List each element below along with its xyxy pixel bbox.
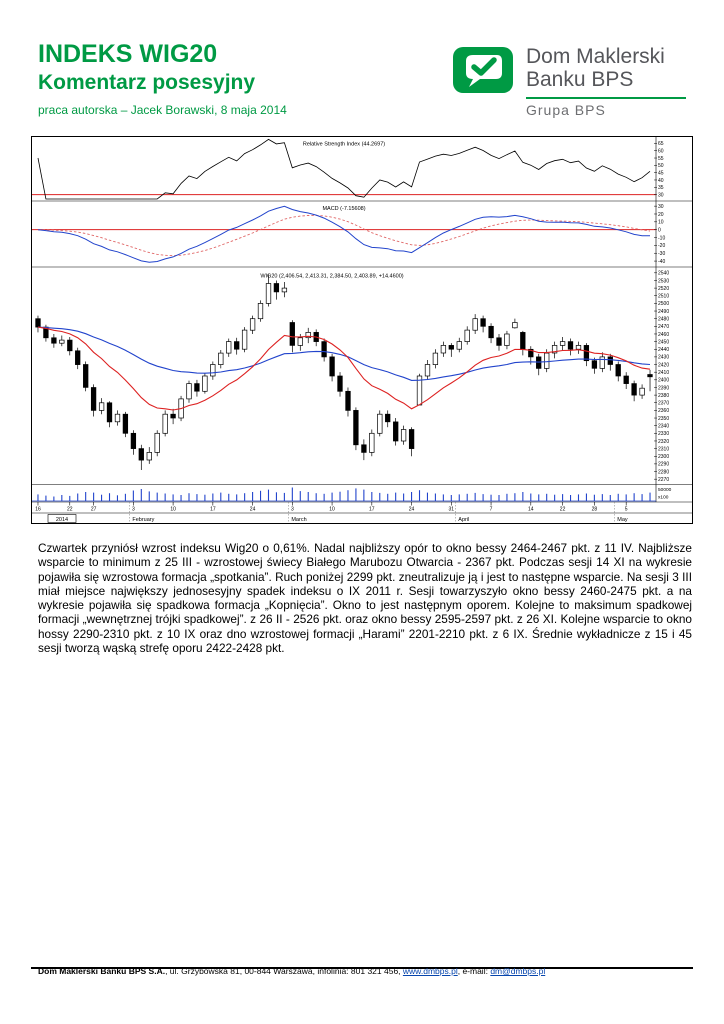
svg-text:2320: 2320 xyxy=(658,439,669,445)
svg-text:2340: 2340 xyxy=(658,423,669,429)
svg-text:2410: 2410 xyxy=(658,370,669,376)
brand-name-line1: Dom Maklerski xyxy=(526,45,665,68)
svg-text:MACD (-7.15608): MACD (-7.15608) xyxy=(322,206,365,212)
svg-text:2310: 2310 xyxy=(658,446,669,452)
svg-text:10: 10 xyxy=(329,507,335,513)
svg-text:2300: 2300 xyxy=(658,454,669,460)
footer-link-website[interactable]: www.dmbps.pl xyxy=(402,966,458,976)
svg-text:14: 14 xyxy=(528,507,534,513)
svg-text:2330: 2330 xyxy=(658,431,669,437)
footer-email-label: , e-mail: xyxy=(457,966,491,976)
svg-text:10: 10 xyxy=(658,220,664,226)
footer-rule xyxy=(31,967,693,969)
svg-text:2380: 2380 xyxy=(658,393,669,399)
brand-separator xyxy=(526,97,686,100)
svg-text:20: 20 xyxy=(658,212,664,218)
bps-logo-icon xyxy=(453,47,513,93)
svg-text:2540: 2540 xyxy=(658,271,669,277)
svg-text:17: 17 xyxy=(210,507,216,513)
svg-text:50: 50 xyxy=(658,163,664,169)
svg-text:2530: 2530 xyxy=(658,278,669,284)
brand-text: Dom Maklerski Banku BPS Grupa BPS xyxy=(526,45,686,119)
svg-text:2420: 2420 xyxy=(658,362,669,368)
svg-text:2400: 2400 xyxy=(658,378,669,384)
svg-text:24: 24 xyxy=(409,507,415,513)
page-title: INDEKS WIG20 xyxy=(38,40,218,68)
commentary-paragraph: Czwartek przyniósł wzrost indeksu Wig20 … xyxy=(38,541,692,656)
svg-text:27: 27 xyxy=(91,507,97,513)
svg-text:-30: -30 xyxy=(658,251,665,257)
svg-text:30: 30 xyxy=(658,204,664,210)
footer-company: Dom Maklerski Banku BPS S.A. xyxy=(38,966,166,976)
svg-text:17: 17 xyxy=(369,507,375,513)
svg-text:2450: 2450 xyxy=(658,339,669,345)
svg-text:2500: 2500 xyxy=(658,301,669,307)
svg-text:2460: 2460 xyxy=(658,332,669,338)
svg-text:x100: x100 xyxy=(658,495,669,501)
svg-text:April: April xyxy=(458,517,469,523)
svg-text:50000: 50000 xyxy=(658,487,672,493)
svg-text:30: 30 xyxy=(658,192,664,198)
svg-text:3: 3 xyxy=(132,507,135,513)
svg-text:65: 65 xyxy=(658,141,664,147)
svg-text:March: March xyxy=(291,517,306,523)
footer-link-email[interactable]: dm@dmbps.pl xyxy=(490,966,546,976)
svg-text:22: 22 xyxy=(560,507,566,513)
svg-text:-10: -10 xyxy=(658,235,665,241)
svg-text:2290: 2290 xyxy=(658,462,669,468)
svg-text:0: 0 xyxy=(658,227,661,233)
svg-text:7: 7 xyxy=(490,507,493,513)
svg-text:2520: 2520 xyxy=(658,286,669,292)
svg-text:2510: 2510 xyxy=(658,294,669,300)
page-subtitle: Komentarz posesyjny xyxy=(38,71,256,94)
svg-text:2470: 2470 xyxy=(658,324,669,330)
svg-text:5: 5 xyxy=(625,507,628,513)
brand-name-line2: Banku BPS xyxy=(526,67,634,91)
svg-text:-40: -40 xyxy=(658,259,665,265)
svg-text:2370: 2370 xyxy=(658,401,669,407)
svg-text:February: February xyxy=(132,517,154,523)
svg-text:10: 10 xyxy=(170,507,176,513)
footer-address: , ul. Grzybowska 81, 00-844 Warszawa, in… xyxy=(165,966,403,976)
brand-block: Dom Maklerski Banku BPS Grupa BPS xyxy=(452,45,686,119)
author-line: praca autorska – Jacek Borawski, 8 maja … xyxy=(38,103,287,117)
svg-text:2014: 2014 xyxy=(56,517,68,523)
wig20-chart: 65605550454035303020100-10-20-30-4025402… xyxy=(32,137,692,523)
svg-text:45: 45 xyxy=(658,170,664,176)
svg-text:28: 28 xyxy=(592,507,598,513)
svg-text:2440: 2440 xyxy=(658,347,669,353)
svg-text:3: 3 xyxy=(291,507,294,513)
svg-text:40: 40 xyxy=(658,178,664,184)
svg-text:16: 16 xyxy=(35,507,41,513)
svg-text:24: 24 xyxy=(250,507,256,513)
svg-text:22: 22 xyxy=(67,507,73,513)
svg-text:60: 60 xyxy=(658,149,664,155)
footer: Dom Maklerski Banku BPS S.A., ul. Grzybo… xyxy=(38,966,545,976)
svg-text:2270: 2270 xyxy=(658,477,669,483)
svg-text:55: 55 xyxy=(658,156,664,162)
svg-text:WIG20 (2,406.54, 2,413.31, 2,3: WIG20 (2,406.54, 2,413.31, 2,384.50, 2,4… xyxy=(260,274,403,280)
svg-text:2280: 2280 xyxy=(658,469,669,475)
svg-text:2390: 2390 xyxy=(658,385,669,391)
svg-text:-20: -20 xyxy=(658,243,665,249)
svg-text:May: May xyxy=(617,517,628,523)
svg-text:2360: 2360 xyxy=(658,408,669,414)
svg-text:2430: 2430 xyxy=(658,355,669,361)
chart-frame: 65 60 55 50 45 40 35 30 30 20 10 0 -10 -20 -30 -40 2540 2… xyxy=(31,136,693,524)
svg-text:35: 35 xyxy=(658,185,664,191)
svg-text:2350: 2350 xyxy=(658,416,669,422)
svg-text:2480: 2480 xyxy=(658,316,669,322)
svg-text:31: 31 xyxy=(449,507,455,513)
svg-text:2490: 2490 xyxy=(658,309,669,315)
brand-group-label: Grupa BPS xyxy=(526,102,606,119)
svg-text:Relative Strength Index (44.26: Relative Strength Index (44.2697) xyxy=(303,142,385,148)
